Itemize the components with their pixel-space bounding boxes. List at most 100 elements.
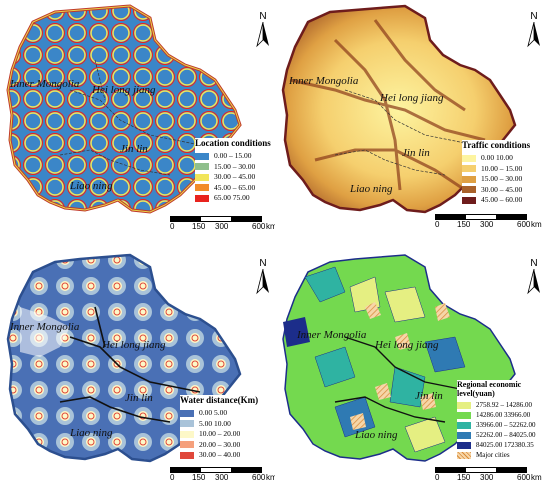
legend-item: 45.00 – 65.00	[195, 183, 275, 194]
north-label: N	[259, 11, 267, 22]
legend-swatch	[462, 186, 476, 194]
province-label-inner-mongolia: Inner Mongolia	[297, 329, 367, 341]
major-city-area	[395, 333, 411, 350]
legend-swatch	[457, 431, 471, 439]
water-legend: Water distance(Km) 0.00 5.00 5.00 10.00 …	[180, 395, 272, 461]
legend-item: 14286.00 33966.00	[457, 410, 550, 420]
county	[304, 266, 346, 303]
province-boundaries	[59, 306, 201, 423]
province-label-liaoning: Liao ning	[355, 429, 398, 441]
legend-item: 33966.00 – 52262.00	[457, 420, 550, 430]
province-label-heilongjiang: Hei long jiang	[375, 339, 439, 351]
legend-title: Regional economic level(yuan)	[457, 380, 522, 398]
province-label-jilin: Jin lin	[125, 392, 153, 404]
province-boundaries	[59, 59, 201, 176]
legend-swatch	[195, 173, 209, 181]
location-conditions-map	[6, 4, 242, 214]
major-city-area	[435, 303, 450, 321]
north-arrow: N	[523, 12, 545, 53]
legend-swatch	[195, 194, 209, 202]
location-conditions-panel: Inner Mongolia Hei long jiang Jin lin Li…	[0, 0, 275, 247]
legend-item: 20.00 – 30.00	[180, 440, 272, 451]
legend-swatch	[180, 451, 194, 459]
location-legend: Location conditions 0.00 – 15.00 15.00 –…	[195, 138, 275, 204]
legend-item: 45.00 – 60.00	[462, 195, 548, 206]
legend-swatch	[462, 154, 476, 162]
legend-item: 15.00 – 30.00	[462, 174, 548, 185]
north-arrow-icon	[256, 21, 269, 48]
water-distance-panel: Inner Mongolia Hei long jiang Jin lin Li…	[0, 247, 275, 494]
province-label-inner-mongolia: Inner Mongolia	[289, 75, 359, 87]
province-label-liaoning: Liao ning	[70, 180, 113, 192]
economic-legend: Regional economic level(yuan) 2758.92 – …	[457, 380, 550, 460]
legend-item: 10.00 – 20.00	[180, 429, 272, 440]
legend-swatch	[462, 165, 476, 173]
legend-item: 10.00 – 15.00	[462, 164, 548, 175]
scale-bar: 0 150 300 600 km	[435, 214, 550, 230]
north-label: N	[530, 258, 538, 269]
legend-swatch	[180, 430, 194, 438]
north-arrow-icon	[256, 268, 269, 295]
county	[384, 286, 426, 323]
legend-swatch	[195, 163, 209, 171]
legend-swatch	[457, 441, 471, 449]
province-label-heilongjiang: Hei long jiang	[380, 92, 444, 104]
county	[404, 416, 446, 453]
legend-item: 30.00 – 40.00	[180, 450, 272, 461]
major-city-area	[375, 383, 391, 400]
province-label-inner-mongolia: Inner Mongolia	[10, 78, 80, 90]
legend-title: Traffic conditions	[462, 140, 531, 150]
legend-item: 2758.92 – 14286.00	[457, 400, 550, 410]
legend-swatch	[457, 421, 471, 429]
county	[424, 336, 466, 373]
legend-item: 0.00 5.00	[180, 408, 272, 419]
legend-swatch	[180, 420, 194, 428]
scale-bar: 0 150 300 600 km	[435, 467, 550, 483]
province-label-liaoning: Liao ning	[70, 427, 113, 439]
north-label: N	[259, 258, 267, 269]
north-arrow-icon	[527, 268, 540, 295]
legend-item: 15.00 – 30.00	[195, 162, 275, 173]
province-label-inner-mongolia: Inner Mongolia	[10, 321, 80, 333]
legend-item: 65.00 75.00	[195, 193, 275, 204]
legend-swatch	[195, 184, 209, 192]
legend-swatch	[180, 409, 194, 417]
legend-title: Water distance(Km)	[180, 395, 259, 405]
legend-swatch	[457, 411, 471, 419]
province-label-heilongjiang: Hei long jiang	[102, 339, 166, 351]
scale-bar: 0 150 300 600 km	[170, 216, 275, 232]
legend-item: 0.00 10.00	[462, 153, 548, 164]
north-arrow: N	[252, 259, 274, 300]
legend-item: 30.00 – 45.00	[195, 172, 275, 183]
province-boundaries	[334, 336, 476, 423]
province-label-jilin: Jin lin	[402, 147, 430, 159]
north-label: N	[530, 11, 538, 22]
major-city-area	[365, 302, 381, 319]
north-arrow-icon	[527, 21, 540, 48]
sparse-area	[20, 307, 70, 357]
traffic-conditions-panel: Inner Mongolia Hei long jiang Jin lin Li…	[275, 0, 550, 247]
traffic-corridors	[289, 19, 486, 192]
traffic-legend: Traffic conditions 0.00 10.00 10.00 – 15…	[462, 140, 548, 206]
legend-item-major-cities: Major cities	[457, 450, 550, 460]
province-label-jilin: Jin lin	[120, 143, 148, 155]
county	[283, 317, 310, 347]
legend-item: 52262.00 – 84025.00	[457, 430, 550, 440]
traffic-conditions-map	[281, 4, 517, 214]
legend-swatch	[195, 152, 209, 160]
economic-level-panel: Inner Mongolia Hei long jiang Jin lin Li…	[275, 247, 550, 494]
county	[314, 346, 356, 388]
legend-swatch	[462, 196, 476, 204]
legend-swatch	[462, 175, 476, 183]
major-city-area	[420, 393, 436, 410]
legend-title: Location conditions	[195, 138, 271, 148]
north-arrow: N	[252, 12, 274, 53]
legend-item: 30.00 – 45.00	[462, 185, 548, 196]
major-cities-swatch	[457, 451, 471, 459]
legend-item: 84025.00 172380.35	[457, 440, 550, 450]
province-label-jilin: Jin lin	[415, 390, 443, 402]
province-boundaries	[334, 89, 476, 176]
legend-item: 0.00 – 15.00	[195, 151, 275, 162]
legend-item: 5.00 10.00	[180, 419, 272, 430]
north-arrow: N	[523, 259, 545, 300]
